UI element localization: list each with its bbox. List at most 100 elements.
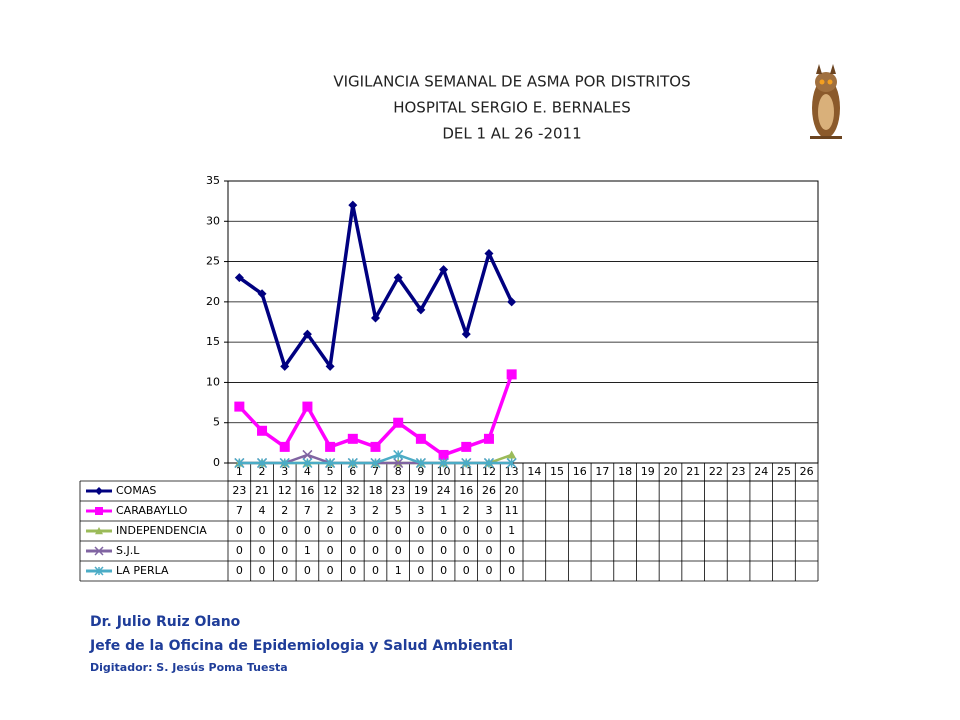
marker [393, 457, 404, 469]
table-value: 0 [281, 524, 288, 537]
marker [234, 457, 245, 469]
table-value: 0 [304, 524, 311, 537]
x-tick-label: 2 [259, 465, 266, 478]
table-value: 0 [372, 524, 379, 537]
table-value: 0 [372, 564, 379, 577]
x-tick-label: 1 [236, 465, 243, 478]
table-value: 0 [485, 564, 492, 577]
marker [94, 546, 104, 556]
marker [302, 401, 313, 412]
table-value: 11 [505, 504, 519, 517]
table-value: 0 [417, 544, 424, 557]
marker [507, 450, 517, 459]
x-tick-label: 13 [505, 465, 519, 478]
marker [257, 457, 268, 469]
y-tick-label: 0 [213, 456, 220, 469]
marker [438, 457, 449, 469]
marker [370, 457, 381, 469]
x-tick-label: 23 [732, 465, 746, 478]
owl-icon [810, 64, 842, 139]
table-value: 0 [259, 544, 266, 557]
marker [506, 369, 517, 380]
x-tick-label: 6 [349, 465, 356, 478]
x-tick-label: 4 [304, 465, 311, 478]
x-tick-label: 9 [417, 465, 424, 478]
x-tick-label: 15 [550, 465, 564, 478]
marker [506, 457, 517, 469]
marker [484, 249, 494, 259]
marker [415, 457, 426, 469]
marker [95, 487, 103, 495]
x-tick-label: 12 [482, 465, 496, 478]
x-tick-label: 11 [459, 465, 473, 478]
y-tick-label: 10 [206, 375, 220, 388]
marker [325, 441, 336, 452]
table-value: 19 [414, 484, 428, 497]
table-value: 0 [485, 524, 492, 537]
marker [483, 433, 494, 444]
table-value: 0 [417, 524, 424, 537]
marker [461, 441, 472, 452]
marker [325, 361, 335, 371]
table-value: 7 [304, 504, 311, 517]
table-value: 7 [236, 504, 243, 517]
marker [415, 433, 426, 444]
table-value: 1 [395, 564, 402, 577]
marker [325, 457, 336, 469]
y-tick-label: 20 [206, 295, 220, 308]
table-value: 0 [440, 544, 447, 557]
marker [416, 305, 426, 315]
x-tick-label: 24 [754, 465, 768, 478]
table-value: 16 [459, 484, 473, 497]
table-value: 0 [236, 564, 243, 577]
marker [302, 457, 313, 469]
x-tick-label: 18 [618, 465, 632, 478]
chart-title: DEL 1 AL 26 -2011 [442, 125, 581, 143]
table-value: 0 [259, 524, 266, 537]
table-value: 0 [349, 564, 356, 577]
marker [280, 361, 290, 371]
table-value: 12 [323, 484, 337, 497]
table-value: 0 [236, 544, 243, 557]
y-tick-label: 15 [206, 335, 220, 348]
table-value: 0 [463, 544, 470, 557]
legend-label: INDEPENDENCIA [116, 524, 207, 537]
table-value: 0 [349, 544, 356, 557]
table-value: 0 [259, 564, 266, 577]
y-tick-label: 5 [213, 416, 220, 429]
chart-title: VIGILANCIA SEMANAL DE ASMA POR DISTRITOS [333, 73, 690, 91]
marker [438, 449, 449, 460]
table-value: 24 [437, 484, 451, 497]
table-value: 26 [482, 484, 496, 497]
table-value: 0 [508, 544, 515, 557]
legend-label: S.J.L [116, 544, 140, 557]
table-value: 0 [463, 524, 470, 537]
marker [439, 265, 449, 275]
marker [393, 417, 404, 428]
table-value: 3 [417, 504, 424, 517]
table-value: 12 [278, 484, 292, 497]
table-value: 0 [349, 524, 356, 537]
x-tick-label: 8 [395, 465, 402, 478]
footer-line: Dr. Julio Ruiz Olano [90, 614, 241, 630]
table-value: 0 [372, 544, 379, 557]
table-value: 0 [304, 564, 311, 577]
marker [393, 449, 404, 460]
marker [348, 200, 358, 210]
marker [302, 449, 313, 460]
x-tick-label: 19 [641, 465, 655, 478]
legend-label: CARABAYLLO [116, 504, 188, 517]
table-value: 3 [485, 504, 492, 517]
table-value: 18 [369, 484, 383, 497]
table-value: 23 [232, 484, 246, 497]
table-value: 0 [395, 524, 402, 537]
x-tick-label: 10 [437, 465, 451, 478]
marker [393, 273, 403, 283]
table-value: 1 [304, 544, 311, 557]
table-value: 2 [327, 504, 334, 517]
x-tick-label: 14 [527, 465, 541, 478]
table-value: 0 [440, 564, 447, 577]
table-value: 0 [281, 564, 288, 577]
marker [347, 433, 358, 444]
